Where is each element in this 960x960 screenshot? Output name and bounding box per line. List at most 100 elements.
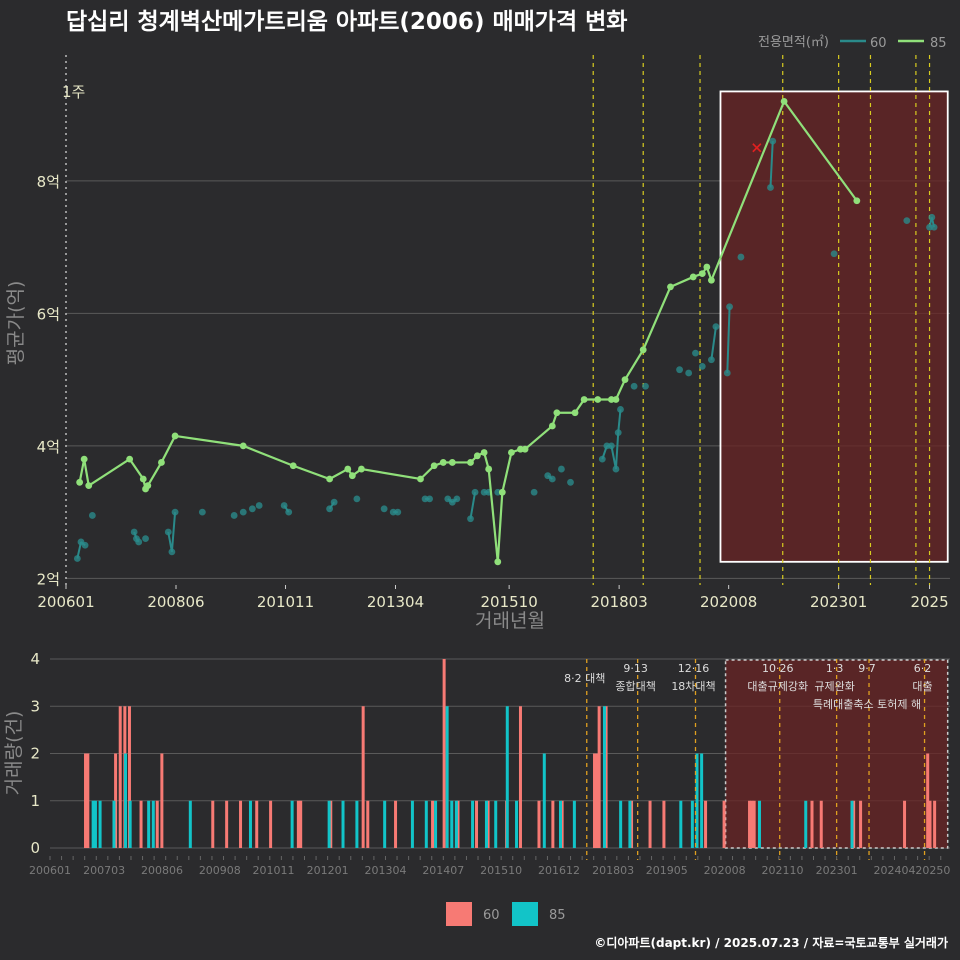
series-60-point	[394, 508, 402, 516]
bottom-x-tick-label: 201201	[307, 864, 349, 877]
legend-top: 전용면적(㎡) 60 85	[758, 35, 947, 51]
red-x-marker	[752, 143, 762, 153]
bar-85	[424, 800, 428, 848]
top-x-tick-label: 201510	[481, 593, 538, 611]
bar-60	[155, 800, 159, 848]
series-60-point	[130, 528, 138, 536]
top-x-tick-label: 202008	[700, 593, 757, 611]
bar-85	[454, 800, 458, 848]
series-85-point	[853, 197, 861, 205]
series-60-point	[285, 508, 293, 516]
series-60-point	[642, 382, 649, 390]
policy-label: 대출	[912, 680, 932, 693]
bar-85	[690, 800, 694, 848]
series-60-point	[567, 478, 574, 486]
bar-60	[819, 800, 823, 848]
series-85-point	[85, 482, 93, 490]
series-85-point	[239, 442, 247, 450]
series-85-point	[521, 445, 529, 453]
series-60-point	[326, 505, 334, 513]
series-85-point	[494, 558, 502, 566]
series-60-point	[81, 541, 89, 549]
bar-60	[560, 800, 564, 848]
series-85-point	[639, 346, 647, 354]
bar-85	[91, 800, 95, 848]
policy-date: 12·16	[678, 662, 710, 675]
series-85-point	[480, 449, 488, 456]
bar-85	[434, 800, 438, 848]
series-60-segment	[170, 512, 177, 552]
policy-date: 6·2	[914, 662, 932, 675]
bar-85	[484, 800, 488, 848]
bar-60	[926, 753, 930, 848]
series-85-point	[612, 396, 620, 403]
bar-60	[903, 800, 907, 848]
bar-60	[225, 800, 229, 848]
bar-85	[695, 753, 699, 848]
top-highlight	[719, 90, 949, 563]
series-85-point	[498, 488, 506, 496]
top-x-tick-label: 200601	[37, 593, 94, 611]
series-60-point	[248, 505, 256, 513]
bar-85	[542, 753, 546, 848]
bar-60	[933, 800, 937, 848]
bar-60	[299, 800, 303, 848]
series-85-point	[76, 478, 84, 486]
bar-60	[486, 800, 490, 848]
bar-60	[211, 800, 215, 848]
bar-85	[98, 800, 102, 848]
top-y-tick-label: 4억	[37, 438, 60, 456]
series-60-point	[471, 488, 479, 496]
bottom-x-tick-label: 201304	[364, 864, 406, 877]
bar-60	[748, 800, 752, 848]
bar-60	[329, 800, 333, 848]
top-x-tick-label: 201803	[590, 593, 647, 611]
chart-title: 답십리 청계벽산메가트리움 아파트(2006) 매매가격 변화	[66, 9, 627, 35]
series-85-point	[485, 465, 493, 473]
series-85-point	[344, 465, 352, 473]
series-85-point	[548, 422, 556, 430]
series-85-point	[621, 376, 629, 384]
series-60-point	[617, 406, 624, 413]
series-60-point	[135, 538, 143, 546]
bar-85	[147, 800, 151, 848]
series-85-point	[348, 472, 356, 480]
series-85-point	[126, 455, 134, 463]
series-60-point	[726, 303, 733, 311]
bar-85	[188, 800, 192, 848]
top-series	[73, 97, 938, 566]
top-policy-lines	[592, 55, 931, 585]
bar-60	[239, 800, 243, 848]
bar-60	[442, 659, 446, 848]
policy-date: 9·13	[623, 662, 648, 675]
bar-60	[630, 800, 634, 848]
series-60-segment	[726, 306, 731, 374]
bottom-x-tick-label: 201510	[480, 864, 522, 877]
bar-85	[290, 800, 294, 848]
bar-60	[810, 800, 814, 848]
series-60-segment	[469, 492, 477, 519]
bar-60	[551, 800, 555, 848]
series-85-point	[553, 409, 561, 417]
bottom-x-tick-label: 200908	[199, 864, 241, 877]
policy-label: 8·2 대책	[564, 672, 605, 685]
series-85-point	[571, 409, 579, 417]
bar-85	[505, 706, 509, 848]
bar-85	[850, 800, 854, 848]
bar-60	[431, 800, 435, 848]
legend-swatch-60	[446, 902, 472, 926]
bar-60	[269, 800, 273, 848]
bar-85	[619, 800, 623, 848]
legend-bottom-label-60: 60	[483, 908, 500, 923]
series-85-point	[158, 459, 165, 466]
series-60-point	[692, 349, 699, 357]
bar-85	[471, 800, 475, 848]
series-60-segment	[710, 326, 717, 360]
bottom-x-tick-label: 200703	[83, 864, 125, 877]
series-85-point	[171, 432, 179, 440]
bar-85	[628, 800, 632, 848]
bar-85	[341, 800, 345, 848]
series-60-point	[142, 535, 149, 543]
series-60-point	[280, 502, 288, 509]
